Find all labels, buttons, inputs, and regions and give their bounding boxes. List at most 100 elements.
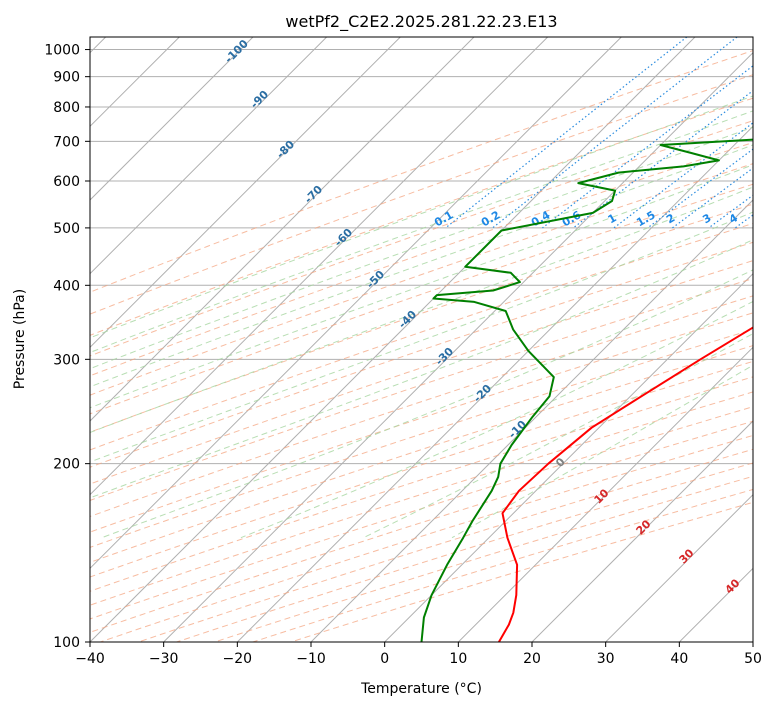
mixing-ratio-label: 3 xyxy=(700,211,713,226)
mixing-ratio-label: 0.1 xyxy=(432,208,455,229)
x-tick-label: 30 xyxy=(597,651,615,667)
background-lines xyxy=(90,37,753,642)
mixing-ratio-label: 1.5 xyxy=(634,208,657,229)
moist-adiabat xyxy=(363,333,753,539)
moist-adiabat xyxy=(90,126,753,370)
y-tick-label: 900 xyxy=(53,70,80,86)
dry-adiabat xyxy=(90,163,753,396)
mixing-ratio-label: 6 xyxy=(766,211,775,226)
y-tick-label: 600 xyxy=(53,174,80,190)
x-axis-title: Temperature (°C) xyxy=(360,681,482,697)
mixing-ratio-line xyxy=(613,122,753,229)
dry-adiabat xyxy=(90,241,753,468)
moist-adiabat xyxy=(90,110,753,354)
isotherm-label: -30 xyxy=(433,345,456,368)
x-tick-label: −10 xyxy=(296,651,326,667)
isotherm-label: -40 xyxy=(396,308,419,331)
dry-adiabat xyxy=(90,222,753,451)
x-tick-label: 0 xyxy=(380,651,389,667)
moist-adiabat xyxy=(101,269,753,539)
dewpoint-profile xyxy=(420,138,753,642)
moist-adiabat xyxy=(90,95,753,339)
temperature-profile xyxy=(498,326,753,642)
dry-adiabat xyxy=(90,420,753,633)
plot-frame xyxy=(89,36,754,643)
isotherm-label: -100 xyxy=(222,37,251,66)
isotherm xyxy=(90,37,622,570)
dry-adiabat xyxy=(90,142,753,377)
y-tick-label: 300 xyxy=(53,352,80,368)
y-axis-title: Pressure (hPa) xyxy=(12,289,28,389)
y-tick-label: 100 xyxy=(53,635,80,651)
dry-adiabat xyxy=(90,328,753,548)
dry-adiabat xyxy=(90,50,753,293)
dry-adiabat xyxy=(290,501,753,642)
y-tick-label: 700 xyxy=(53,134,80,150)
dry-adiabat xyxy=(90,203,753,433)
dry-adiabat xyxy=(90,360,753,578)
y-tick-label: 1000 xyxy=(44,43,80,59)
x-tick-label: −30 xyxy=(149,651,179,667)
isotherm xyxy=(90,37,401,349)
mixing-ratio-label: 0.4 xyxy=(529,208,553,229)
dry-adiabat xyxy=(90,312,753,533)
mixing-ratio-line xyxy=(672,167,753,229)
y-tick-label: 400 xyxy=(53,278,80,294)
dry-adiabat xyxy=(90,260,753,485)
isotherm xyxy=(90,37,475,422)
x-tick-label: −40 xyxy=(75,651,105,667)
mixing-ratio-line xyxy=(542,65,753,229)
dry-adiabat xyxy=(90,345,753,563)
isotherm xyxy=(90,37,254,201)
mixing-ratio-line xyxy=(492,37,738,229)
y-axis: 100 200 300 400 500 600 700 800 900 1000 xyxy=(44,43,90,651)
isotherm xyxy=(457,346,753,642)
moist-adiabat xyxy=(240,300,753,539)
isotherm xyxy=(90,37,328,275)
moist-adiabat-label: 30 xyxy=(677,546,697,566)
dry-adiabat xyxy=(90,183,753,415)
y-tick-label: 500 xyxy=(53,221,80,237)
moist-adiabat-label: 10 xyxy=(592,486,612,506)
mixing-ratio-label: 2 xyxy=(664,211,677,226)
isotherm xyxy=(90,37,549,496)
isotherm xyxy=(752,641,753,642)
moist-adiabat-label: 40 xyxy=(723,576,743,596)
moist-adiabat xyxy=(90,144,753,388)
isotherm xyxy=(531,420,753,642)
isotherm xyxy=(163,51,753,642)
sounding-profiles xyxy=(420,138,753,642)
dry-adiabat xyxy=(90,391,753,606)
dry-adiabat xyxy=(100,434,753,642)
dry-adiabat xyxy=(90,376,753,592)
x-tick-label: 50 xyxy=(744,651,762,667)
chart-title: wetPf2_C2E2.2025.281.22.23.E13 xyxy=(285,12,557,32)
isotherm xyxy=(90,37,696,642)
x-tick-label: 10 xyxy=(449,651,467,667)
isotherm-label: -60 xyxy=(332,226,355,249)
isotherm xyxy=(236,125,753,642)
dry-adiabat xyxy=(90,295,753,518)
x-axis: −40 −30 −20 −10 0 10 20 30 40 50 xyxy=(75,642,762,667)
x-tick-label: 20 xyxy=(523,651,541,667)
moist-adiabat-label: 20 xyxy=(634,517,654,537)
x-tick-label: −20 xyxy=(223,651,253,667)
y-tick-label: 200 xyxy=(53,457,80,473)
moist-adiabat xyxy=(90,211,753,463)
y-tick-label: 800 xyxy=(53,100,80,116)
dry-adiabat xyxy=(90,120,753,357)
mixing-ratio-label: 1 xyxy=(606,211,619,226)
x-tick-label: 40 xyxy=(670,651,688,667)
isotherm-label: -90 xyxy=(248,88,271,111)
mixing-ratio-line xyxy=(734,214,753,229)
mixing-ratio-line xyxy=(572,89,753,229)
moist-adiabat xyxy=(90,164,753,409)
dry-adiabat xyxy=(90,278,753,501)
dry-adiabat xyxy=(90,74,753,315)
isotherm xyxy=(605,493,753,642)
isotherm xyxy=(678,567,753,642)
dry-adiabat xyxy=(90,97,753,336)
isotherm xyxy=(384,272,753,642)
moist-adiabat xyxy=(90,186,753,434)
